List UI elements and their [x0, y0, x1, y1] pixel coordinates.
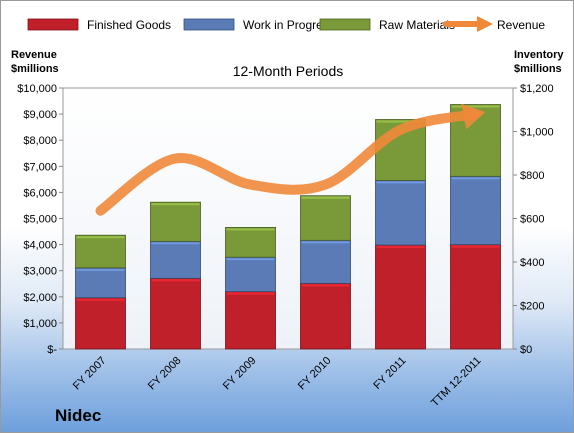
bar-raw-materials-fy-2007	[75, 234, 126, 269]
bar-highlight	[151, 242, 200, 245]
right-tick-label: $400	[520, 257, 544, 269]
bar-highlight	[376, 181, 425, 184]
legend: Finished Goods Work in Progress Raw Mate…	[27, 16, 545, 32]
right-tick-label: $0	[520, 344, 532, 356]
x-tick-label: FY 2007	[71, 355, 109, 393]
legend-label-work-in-progress: Work in Progress	[243, 18, 335, 32]
left-axis-title-line1: Revenue	[11, 49, 57, 61]
bar-finished-goods-fy-2011	[375, 244, 426, 350]
legend-swatch-finished-goods	[27, 18, 79, 31]
legend-swatch-work-in-progress	[183, 18, 235, 31]
bar-highlight	[451, 245, 500, 248]
left-tick-label: $-	[47, 344, 57, 356]
bar-work-in-progress-fy-2007	[75, 267, 126, 299]
left-axis-title-line2: $millions	[11, 63, 59, 75]
x-tick-label: FY 2008	[146, 355, 184, 393]
bar-finished-goods-fy-2008	[150, 277, 201, 350]
left-tick-label: $2,000	[23, 292, 57, 304]
bar-series-group	[75, 104, 501, 350]
left-tick-label: $1,000	[23, 318, 57, 330]
left-tick-label: $6,000	[23, 187, 57, 199]
bar-work-in-progress-fy-2010	[300, 239, 351, 284]
bar-highlight	[451, 105, 500, 108]
left-tick-label: $7,000	[23, 161, 57, 173]
bar-highlight	[226, 258, 275, 261]
revenue-line	[95, 109, 481, 216]
bar-work-in-progress-fy-2008	[150, 240, 201, 279]
x-tick-label: FY 2009	[221, 355, 259, 393]
bar-highlight	[226, 228, 275, 231]
bar-highlight	[301, 284, 350, 287]
right-axis-title-line2: $millions	[514, 63, 562, 75]
x-tick-label: FY 2011	[371, 355, 408, 392]
x-axis-ticks: FY 2007 FY 2008 FY 2009 FY 2010 FY 2011 TTM 1…	[71, 355, 484, 410]
legend-swatch-raw-materials	[319, 18, 371, 31]
bar-finished-goods-fy-2007	[75, 297, 126, 350]
bar-highlight	[76, 298, 125, 301]
bar-highlight	[151, 279, 200, 282]
right-tick-label: $1,000	[520, 127, 554, 139]
revenue-arrowhead	[461, 103, 486, 130]
right-tick-label: $600	[520, 214, 544, 226]
bar-highlight	[76, 236, 125, 239]
revenue-line-group	[95, 103, 486, 216]
bar-highlight	[151, 203, 200, 206]
right-axis-ticks: $0 $200 $400 $600 $800 $1,000 $1,200	[513, 83, 554, 356]
bar-highlight	[376, 246, 425, 248]
bar-raw-materials-fy-2009	[225, 226, 276, 258]
right-tick-label: $200	[520, 301, 544, 313]
bar-work-in-progress-fy-2009	[225, 256, 276, 293]
bar-highlight	[301, 241, 350, 244]
plot-area	[62, 87, 514, 350]
left-axis-ticks: $- $1,000 $2,000 $3,000 $4,000 $5,000 $6,000 $7…	[17, 83, 63, 356]
left-tick-label: $10,000	[17, 83, 57, 95]
bar-highlight	[226, 292, 275, 295]
left-tick-label: $5,000	[23, 214, 57, 226]
bar-work-in-progress-ttm-12-2011	[450, 175, 501, 246]
company-name: Nidec	[55, 406, 101, 425]
bar-raw-materials-fy-2008	[150, 201, 201, 242]
right-tick-label: $1,200	[520, 83, 554, 95]
left-tick-label: $8,000	[23, 135, 57, 147]
right-tick-label: $800	[520, 170, 544, 182]
bar-highlight	[76, 268, 125, 271]
bar-finished-goods-fy-2009	[225, 291, 276, 350]
legend-label-revenue: Revenue	[497, 18, 545, 32]
bar-raw-materials-fy-2010	[300, 195, 351, 241]
bar-work-in-progress-fy-2011	[375, 179, 426, 246]
bar-finished-goods-ttm-12-2011	[450, 244, 501, 350]
bar-highlight	[451, 177, 500, 180]
legend-swatch-revenue	[443, 16, 493, 32]
x-tick-label: TTM 12-2011	[429, 355, 484, 410]
legend-label-finished-goods: Finished Goods	[87, 18, 171, 32]
right-axis-title-line1: Inventory	[514, 49, 564, 61]
chart-subtitle: 12-Month Periods	[233, 63, 344, 79]
x-tick-label: FY 2010	[296, 355, 334, 393]
bar-highlight	[301, 196, 350, 199]
bar-finished-goods-fy-2010	[300, 282, 351, 350]
left-tick-label: $4,000	[23, 240, 57, 252]
bar-highlight	[376, 120, 425, 123]
legend-label-raw-materials: Raw Materials	[379, 18, 455, 32]
left-tick-label: $9,000	[23, 109, 57, 121]
left-tick-label: $3,000	[23, 266, 57, 278]
